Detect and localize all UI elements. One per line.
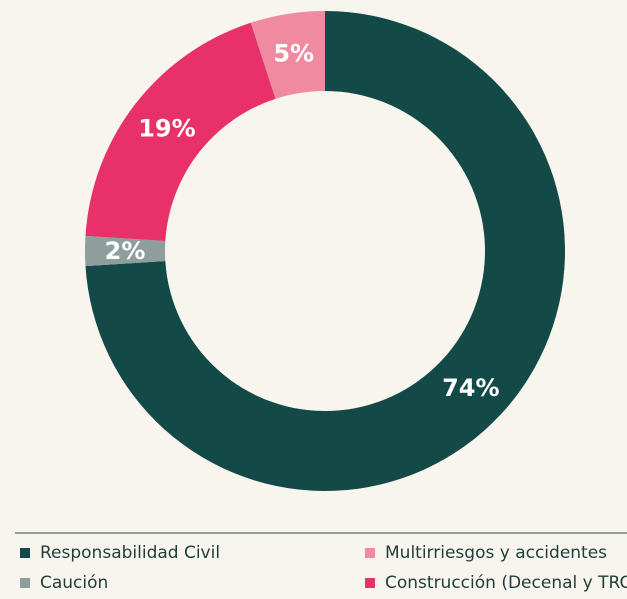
- legend-swatch: [20, 578, 30, 588]
- value-label: 19%: [138, 114, 195, 142]
- legend-swatch: [365, 548, 375, 558]
- legend-swatch: [365, 578, 375, 588]
- legend-label: Responsabilidad Civil: [40, 543, 220, 563]
- legend-label: Multirriesgos y accidentes: [385, 543, 607, 563]
- donut-segment: [85, 11, 566, 491]
- legend-swatch: [20, 548, 30, 558]
- value-label: 2%: [105, 237, 146, 265]
- value-label: 5%: [273, 39, 314, 67]
- legend-label: Caución: [40, 573, 108, 593]
- donut-segment: [250, 11, 325, 99]
- value-label: 74%: [442, 374, 499, 402]
- legend-label: Construcción (Decenal y TRC): [385, 573, 627, 593]
- donut-segment: [85, 22, 276, 241]
- donut-segment: [85, 235, 166, 267]
